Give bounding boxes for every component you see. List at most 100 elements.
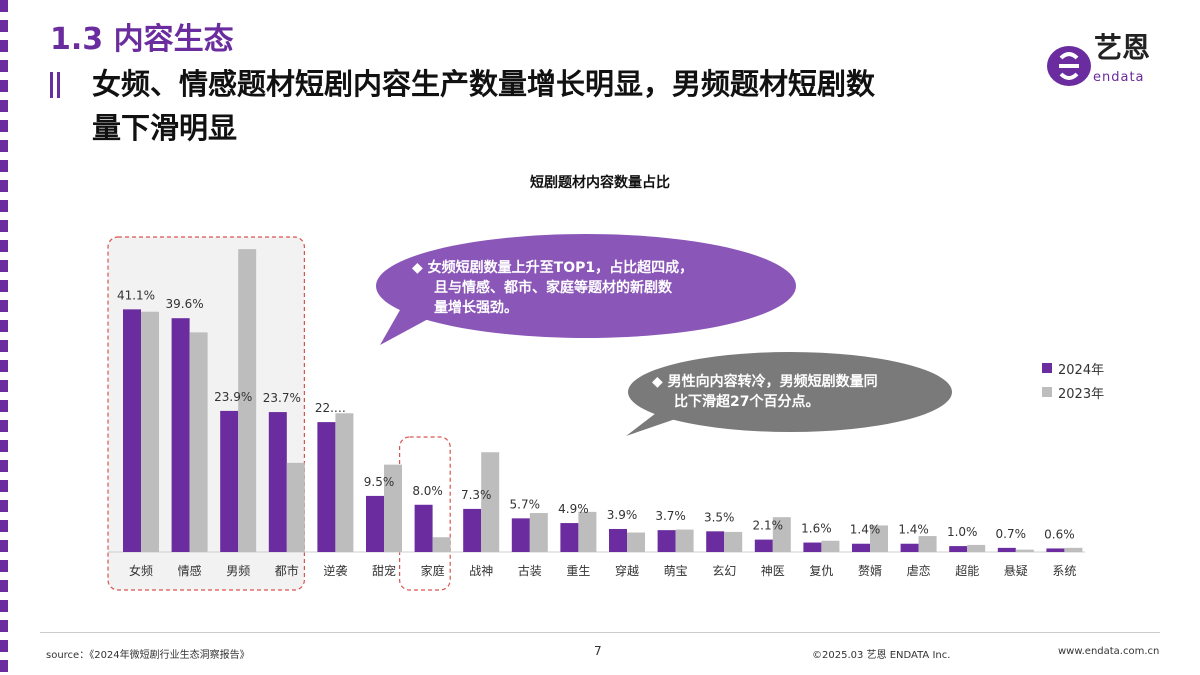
data-label-2024: 3.7% <box>655 509 686 523</box>
bar-2024-系统 <box>1046 548 1065 552</box>
x-tick-label: 战神 <box>469 564 493 578</box>
section-title: 1.3 内容生态 <box>50 22 234 57</box>
data-label-2024: 8.0% <box>412 484 443 498</box>
data-label-2024: 5.7% <box>510 497 541 511</box>
x-tick-label: 男频 <box>226 564 250 578</box>
callout-bottom-line-2: 比下滑超27个百分点。 <box>674 394 820 410</box>
bar-2023-男频 <box>238 249 257 552</box>
page-number: 7 <box>594 644 602 658</box>
callout-top: ◆ 女频短剧数量上升至TOP1，占比超四成， 且与情感、都市、家庭等题材的新剧数… <box>412 258 693 318</box>
bar-2024-虐恋 <box>900 543 919 552</box>
x-tick-label: 女频 <box>129 563 153 578</box>
bar-2023-萌宝 <box>675 529 694 552</box>
x-tick-label: 穿越 <box>615 563 639 578</box>
bar-2024-赘婿 <box>852 543 870 552</box>
bar-2023-穿越 <box>627 532 645 552</box>
callout-bottom: ◆ 男性向内容转冷，男频短剧数量同 比下滑超27个百分点。 <box>652 372 878 412</box>
data-label-2024: 1.4% <box>898 523 929 537</box>
headline: 女频、情感题材短剧内容生产数量增长明显，男频题材短剧数 量下滑明显 <box>92 62 1052 150</box>
data-label-2024: 3.5% <box>704 510 735 524</box>
data-label-2024: 39.6% <box>166 297 204 311</box>
x-tick-label: 甜宠 <box>372 563 396 578</box>
callout-top-line-2: 且与情感、都市、家庭等题材的新剧数 <box>434 280 672 296</box>
bar-2024-玄幻 <box>706 531 725 552</box>
data-label-2024: 1.4% <box>850 523 881 537</box>
bar-2024-超能 <box>949 546 968 552</box>
bar-2023-神医 <box>772 517 791 552</box>
bar-2024-家庭 <box>414 504 433 552</box>
data-label-2024: 23.9% <box>214 390 252 404</box>
bar-2023-复仇 <box>821 540 840 552</box>
bar-2024-萌宝 <box>657 530 676 552</box>
bar-2023-古装 <box>529 513 548 552</box>
bar-2023-都市 <box>286 462 305 552</box>
data-label-2024: 0.7% <box>996 527 1027 541</box>
data-label-2024: 22.… <box>315 401 346 415</box>
bar-2024-古装 <box>511 518 530 552</box>
data-label-2024: 7.3% <box>461 488 492 502</box>
chart-title: 短剧题材内容数量占比 <box>530 175 670 191</box>
footer-url: www.endata.com.cn <box>1058 646 1160 657</box>
bar-2024-悬疑 <box>997 547 1016 552</box>
x-tick-label: 玄幻 <box>712 563 736 578</box>
headline-marker <box>50 72 60 98</box>
headline-line-1: 女频、情感题材短剧内容生产数量增长明显，男频题材短剧数 <box>92 67 876 101</box>
bar-2023-超能 <box>967 544 986 552</box>
bar-2024-神医 <box>754 539 773 552</box>
bar-2023-女频 <box>141 311 159 552</box>
data-label-2024: 4.9% <box>558 502 589 516</box>
x-tick-label: 家庭 <box>421 563 445 578</box>
x-tick-label: 情感 <box>178 563 202 578</box>
bar-2024-逆袭 <box>317 422 336 552</box>
bar-2023-系统 <box>1064 547 1083 552</box>
bar-2023-家庭 <box>432 537 451 552</box>
x-tick-label: 系统 <box>1052 564 1076 578</box>
callout-top-line-3: 量增长强劲。 <box>434 300 518 316</box>
bar-2024-重生 <box>560 523 579 552</box>
data-label-2024: 9.5% <box>364 475 395 489</box>
data-label-2024: 3.9% <box>607 508 638 522</box>
footer-copyright: ©2025.03 艺恩 ENDATA Inc. <box>812 650 951 661</box>
bar-2023-虐恋 <box>918 536 937 552</box>
bar-2024-战神 <box>463 508 482 552</box>
bar-2023-情感 <box>189 332 208 552</box>
callout-bottom-line-1: ◆ 男性向内容转冷，男频短剧数量同 <box>652 374 878 390</box>
legend-label-2024: 2024年 <box>1058 362 1105 378</box>
legend-item-2024: 2024年 <box>1042 356 1104 380</box>
x-tick-label: 萌宝 <box>664 564 688 578</box>
callout-top-line-1: ◆ 女频短剧数量上升至TOP1，占比超四成， <box>412 260 694 276</box>
callout-bottom-bubble <box>628 352 952 432</box>
footer-source: source：《2024年微短剧行业生态洞察报告》 <box>46 650 250 661</box>
callout-top-tail <box>380 310 430 345</box>
bar-2023-玄幻 <box>724 531 743 552</box>
x-tick-label: 虐恋 <box>907 563 931 578</box>
bar-2023-重生 <box>578 511 597 552</box>
x-tick-label: 神医 <box>761 564 785 578</box>
data-label-2024: 1.0% <box>947 525 978 539</box>
bar-2023-悬疑 <box>1015 549 1034 552</box>
bar-2024-女频 <box>123 309 141 552</box>
data-label-2024: 0.6% <box>1044 527 1075 541</box>
callout-top-bubble <box>376 234 796 338</box>
bar-2024-情感 <box>171 318 190 552</box>
bar-2024-都市 <box>268 412 287 552</box>
bar-2023-战神 <box>481 452 500 552</box>
bar-2024-男频 <box>220 410 239 552</box>
legend-item-2023: 2023年 <box>1042 380 1104 404</box>
highlight-box-2 <box>399 436 451 591</box>
bar-2023-逆袭 <box>335 413 354 552</box>
bar-2023-甜宠 <box>384 464 402 552</box>
x-tick-label: 悬疑 <box>1004 563 1028 578</box>
bar-2024-复仇 <box>803 542 822 552</box>
logo-text-en: endata <box>1093 70 1145 85</box>
x-tick-label: 超能 <box>955 563 979 578</box>
legend-swatch-2024 <box>1042 363 1052 373</box>
data-label-2024: 2.1% <box>753 519 784 533</box>
bar-2023-赘婿 <box>870 525 888 552</box>
legend-label-2023: 2023年 <box>1058 386 1105 402</box>
bar-2024-甜宠 <box>366 495 384 552</box>
data-label-2024: 1.6% <box>801 522 832 536</box>
bar-2024-穿越 <box>609 528 627 552</box>
x-tick-label: 重生 <box>566 564 590 578</box>
